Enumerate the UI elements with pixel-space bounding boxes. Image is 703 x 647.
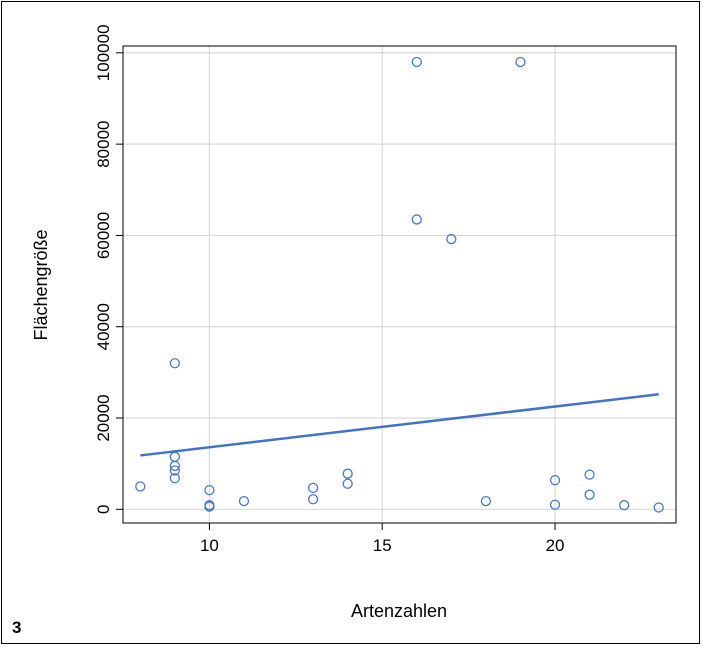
data-point: [515, 56, 526, 68]
x-tick-label: 10: [200, 536, 219, 555]
y-tick-label: 80000: [94, 120, 113, 167]
data-point: [549, 474, 561, 486]
data-point: [169, 451, 180, 462]
x-axis-label: Artenzahlen: [351, 601, 447, 621]
data-point: [480, 495, 492, 507]
y-tick-label: 100000: [94, 24, 113, 81]
data-point: [238, 495, 250, 507]
x-tick-label: 15: [373, 536, 392, 555]
y-tick-label: 60000: [94, 212, 113, 259]
data-point: [584, 469, 595, 480]
plot-area-border: [122, 45, 677, 524]
grid-lines: [123, 46, 676, 523]
data-point: [342, 468, 353, 479]
y-tick-label: 0: [94, 505, 113, 514]
data-point: [169, 465, 180, 476]
data-point: [204, 484, 215, 496]
data-point: [307, 494, 319, 505]
data-point: [446, 233, 457, 245]
data-point: [549, 499, 561, 510]
data-point: [411, 56, 422, 68]
data-point: [169, 358, 180, 369]
data-point: [307, 482, 319, 494]
data-point: [204, 501, 215, 512]
data-point: [342, 478, 353, 489]
data-point: [135, 481, 146, 492]
data-point: [169, 460, 180, 472]
data-points: [135, 56, 664, 513]
x-axis-ticks: 10 15 20: [200, 523, 565, 555]
y-axis-ticks: 0 20000 40000 60000 80000 100000: [94, 24, 123, 514]
trend-line: [140, 393, 659, 457]
data-point: [411, 214, 422, 225]
data-point: [584, 489, 595, 500]
panel-label: 3: [12, 618, 22, 637]
x-tick-label: 20: [546, 536, 565, 555]
y-tick-label: 20000: [94, 394, 113, 441]
data-point: [169, 473, 180, 484]
data-point: [653, 502, 664, 513]
data-point: [619, 500, 630, 511]
y-axis-label: Flächengröße: [31, 229, 51, 340]
y-tick-label: 40000: [94, 303, 113, 350]
trend-line-group: [140, 393, 659, 457]
